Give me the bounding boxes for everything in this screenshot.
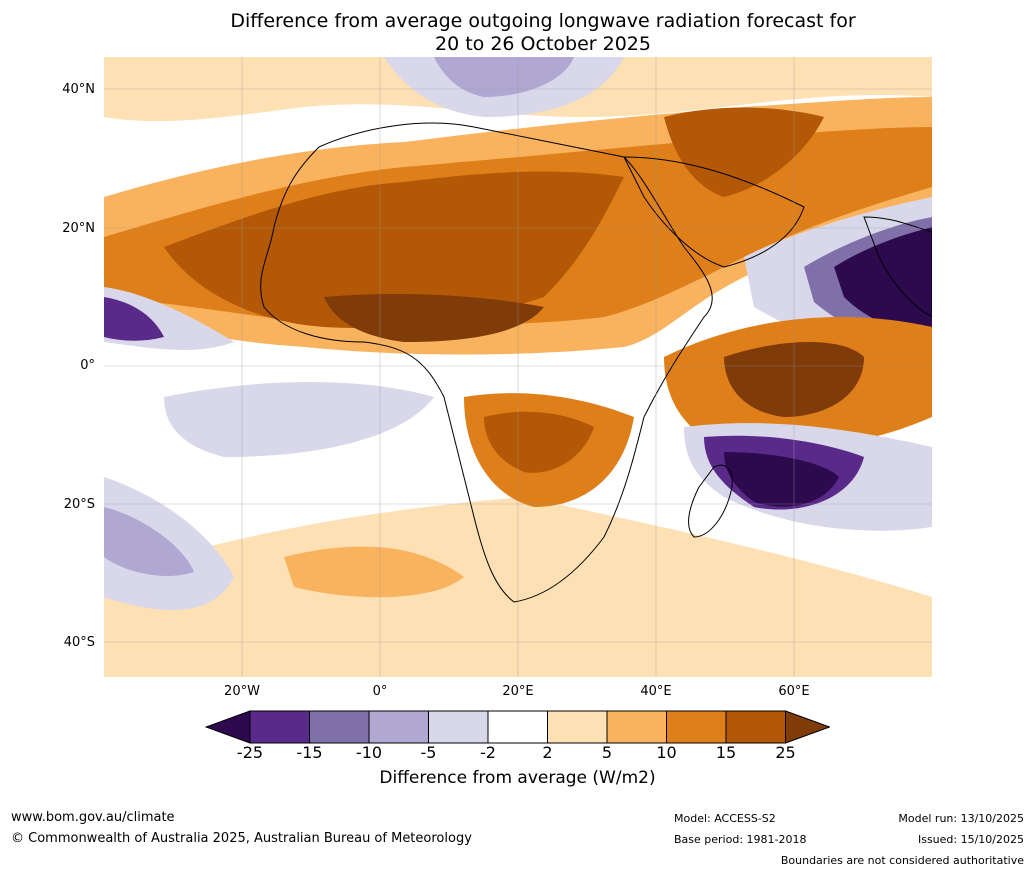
lat-label-0: 0° [80,358,95,373]
coastline-india [863,216,932,318]
footer-model-run: Model run: 13/10/2025 [898,812,1024,825]
anomaly-region-middle-east-brown [664,107,824,197]
colorbar-cell [428,710,489,744]
lat-label-20n: 20°N [62,221,95,236]
colorbar [205,710,830,744]
footer-base-period: Base period: 1981-2018 [674,833,807,846]
colorbar-cell [725,710,786,744]
colorbar-tick-label: -2 [480,743,496,762]
map-title: Difference from average outgoing longwav… [150,10,936,56]
anomaly-region-gulf-guinea-darkest [324,294,544,342]
lon-label-60e: 60°E [778,684,810,699]
anomaly-region-west-africa-coast-purple-2 [104,297,164,341]
colorbar-tick-label: 15 [715,743,737,762]
colorbar-cell [309,710,370,744]
coastline-madagascar [688,464,733,538]
colorbar-tick-label: -15 [296,743,323,762]
colorbar-cell [547,710,608,744]
colorbar-arrow-high [785,710,830,744]
colorbar-cell [487,710,548,744]
lat-label-20s: 20°S [63,497,95,512]
anomaly-region-south-indian-deepest [724,452,839,507]
lat-label-40n: 40°N [62,82,95,97]
title-line-1: Difference from average outgoing longwav… [230,10,856,32]
colorbar-cell [666,710,727,744]
footer-model: Model: ACCESS-S2 [674,812,776,825]
lon-label-0: 0° [372,684,388,699]
title-line-2: 20 to 26 October 2025 [435,33,651,55]
colorbar-cell [606,710,667,744]
colorbar-tick-label: -5 [420,743,437,762]
anomaly-region-south-atlantic-purple-2 [104,507,194,577]
colorbar-tick-label: 2 [542,743,553,762]
colorbar-arrow-low [205,710,251,744]
colorbar-label: Difference from average (W/m2) [379,768,656,788]
colorbar-tick-label: 5 [601,743,613,762]
colorbar-tick-label: -10 [355,743,383,762]
olr-anomaly-map [104,57,932,677]
lon-label-20w: 20°W [224,684,260,699]
footer-copyright: © Commonwealth of Australia 2025, Austra… [11,831,472,846]
anomaly-region-southern-africa-brown [484,411,594,473]
colorbar-tick-label: 25 [775,743,796,762]
coastline-arabia [623,156,805,268]
anomaly-region-india-deep-purple [834,227,932,337]
footer-issued: Issued: 15/10/2025 [917,833,1024,846]
lat-label-40s: 40°S [63,635,95,650]
lon-label-20e: 20°E [502,684,534,699]
colorbar-tick-label: 10 [656,743,677,762]
colorbar-tick-label: -25 [236,743,264,762]
colorbar-cell [368,710,429,744]
footer-disclaimer: Boundaries are not considered authoritat… [780,854,1024,867]
footer-website[interactable]: www.bom.gov.au/climate [11,810,175,825]
anomaly-region-atlantic-pale [164,382,434,457]
anomaly-region-south-light [284,546,464,598]
anomaly-region-balkans-purple [434,57,574,97]
coastline-africa [260,122,713,603]
map-canvas [104,57,932,677]
lon-label-40e: 40°E [640,684,672,699]
colorbar-cell [249,710,310,744]
graticule [104,57,932,677]
